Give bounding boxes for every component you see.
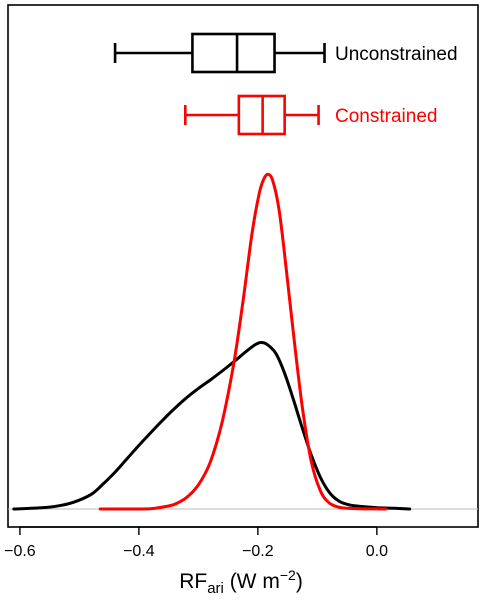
x-axis-label: RFari (W m−2) bbox=[179, 567, 303, 597]
x-tick-label-3: 0.0 bbox=[366, 543, 388, 560]
boxplot-constrained bbox=[183, 94, 320, 136]
x-axis: −0.6 −0.4 −0.2 0.0 bbox=[4, 526, 388, 560]
x-axis-label-units: (W m bbox=[224, 570, 280, 593]
density-curve-unconstrained bbox=[12, 340, 412, 511]
x-tick-label-0: −0.6 bbox=[4, 543, 36, 560]
x-tick-label-2: −0.2 bbox=[242, 543, 274, 560]
x-axis-label-subscript: ari bbox=[207, 580, 224, 597]
legend-label-unconstrained: Unconstrained bbox=[335, 44, 458, 65]
box-iqr bbox=[191, 32, 276, 74]
boxplots: Unconstrained Constrained bbox=[113, 32, 458, 136]
x-axis-label-superscript: −2 bbox=[280, 567, 296, 583]
density-curve-constrained bbox=[98, 172, 388, 511]
x-axis-label-close: ) bbox=[296, 570, 303, 593]
x-tick-label-1: −0.4 bbox=[123, 543, 155, 560]
boxplot-unconstrained bbox=[113, 32, 326, 74]
density-curves bbox=[12, 172, 412, 511]
legend-label-constrained: Constrained bbox=[335, 106, 437, 127]
x-axis-label-main: RF bbox=[179, 570, 207, 593]
plot-frame bbox=[7, 4, 479, 528]
